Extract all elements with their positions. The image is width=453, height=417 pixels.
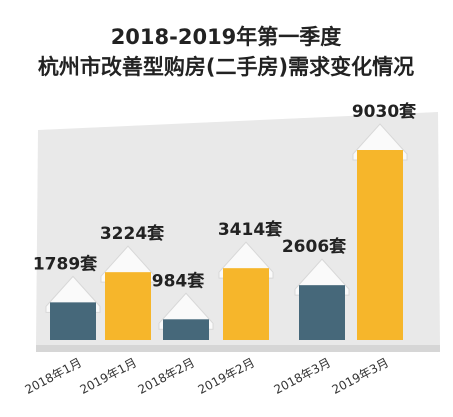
x-tick-label: 2019年3月: [330, 355, 391, 397]
x-tick-label: 2018年1月: [23, 355, 84, 397]
backdrop-base: [36, 345, 440, 352]
chart-subtitle: 杭州市改善型购房(二手房)需求变化情况: [38, 55, 414, 79]
value-label: 984套: [152, 270, 205, 291]
value-label: 2606套: [282, 236, 347, 257]
x-tick-label: 2019年2月: [196, 355, 257, 397]
x-tick-label: 2018年3月: [272, 355, 333, 397]
value-label: 1789套: [33, 253, 98, 274]
chart-title: 2018-2019年第一季度: [111, 25, 342, 49]
x-tick-label: 2018年2月: [136, 355, 197, 397]
value-label: 3414套: [218, 219, 283, 240]
bar: [223, 268, 269, 340]
bar: [105, 272, 151, 340]
value-label: 3224套: [100, 223, 165, 244]
bar: [299, 285, 345, 340]
bar: [163, 319, 209, 340]
bar: [50, 302, 96, 340]
value-label: 9030套: [352, 101, 417, 122]
bar: [357, 150, 403, 340]
x-tick-label: 2019年1月: [78, 355, 139, 397]
